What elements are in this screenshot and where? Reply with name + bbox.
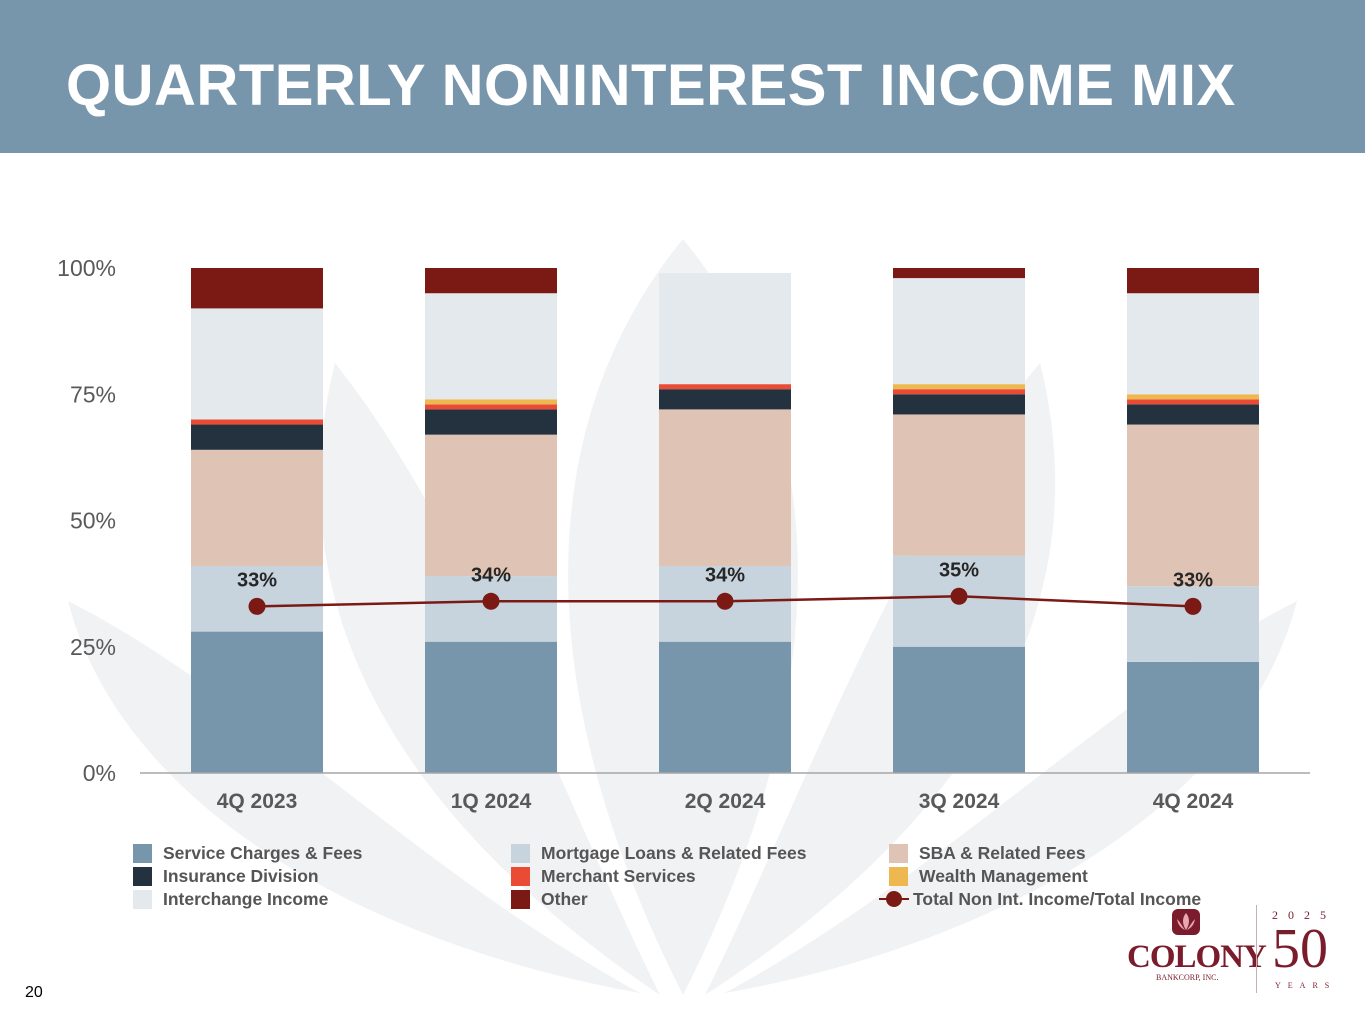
- ratio-point: [716, 592, 734, 610]
- bar-segment: [1127, 586, 1259, 662]
- slide-title: QUARTERLY NONINTEREST INCOME MIX: [66, 53, 1236, 118]
- bar-segment: [893, 278, 1025, 385]
- legend-item-sba-fees: SBA & Related Fees: [889, 843, 1086, 863]
- page-number: 20: [25, 984, 43, 1001]
- legend-swatch: [511, 889, 530, 909]
- legend-label: Service Charges & Fees: [163, 842, 363, 863]
- x-axis: 4Q 2023 1Q 2024 2Q 2024 3Q 2024 4Q 2024: [217, 790, 1234, 813]
- legend-item-total-nonint-ratio: Total Non Int. Income/Total Income: [879, 888, 1202, 909]
- logo-subtitle: BANKCORP, INC.: [1156, 973, 1219, 982]
- legend-label: Mortgage Loans & Related Fees: [541, 842, 807, 863]
- bar-segment: [191, 419, 323, 425]
- bar-segment: [191, 449, 323, 566]
- bar-segment: [1127, 399, 1259, 405]
- logo-anniversary: 50: [1272, 918, 1328, 980]
- y-axis: 0% 25% 50% 75% 100%: [57, 255, 116, 786]
- bar-segment: [893, 389, 1025, 395]
- bar-segment: [425, 434, 557, 577]
- ratio-point: [950, 587, 968, 605]
- legend-label: Merchant Services: [541, 865, 696, 886]
- legend-swatch: [889, 843, 908, 863]
- legend-item-service-charges: Service Charges & Fees: [133, 843, 362, 863]
- legend-item-insurance-division: Insurance Division: [133, 866, 319, 886]
- logo-years-label: YEARS: [1275, 981, 1337, 990]
- bar-segment: [425, 409, 557, 435]
- x-tick-label: 4Q 2024: [1153, 790, 1234, 813]
- bar-segment: [893, 646, 1025, 773]
- bar-segment: [1127, 293, 1259, 395]
- legend-label: SBA & Related Fees: [919, 842, 1086, 863]
- bar-segment: [1127, 268, 1259, 294]
- ratio-data-label: 34%: [471, 564, 511, 586]
- stacked-bar-chart: 0% 25% 50% 75% 100% 4Q 2023 1Q 2024 2Q 2024 3Q …: [57, 255, 1310, 813]
- bar-segment: [191, 424, 323, 450]
- chart-bars: [191, 268, 1259, 773]
- legend-label: Insurance Division: [163, 865, 319, 886]
- legend-item-other: Other: [511, 889, 588, 909]
- x-tick-label: 4Q 2023: [217, 790, 298, 813]
- bar-segment: [1127, 661, 1259, 773]
- y-tick-label: 100%: [57, 255, 116, 281]
- bar-segment: [1127, 394, 1259, 400]
- legend-swatch: [133, 843, 152, 863]
- ratio-data-label: 33%: [1173, 569, 1213, 591]
- legend-label: Other: [541, 888, 588, 909]
- x-tick-label: 2Q 2024: [685, 790, 766, 813]
- y-tick-label: 50%: [70, 508, 116, 534]
- bar-segment: [659, 389, 791, 410]
- bar-segment: [659, 641, 791, 773]
- bar-segment: [893, 414, 1025, 556]
- legend-label: Total Non Int. Income/Total Income: [913, 888, 1202, 909]
- bar-segment: [659, 273, 791, 385]
- ratio-data-label: 34%: [705, 564, 745, 586]
- y-tick-label: 75%: [70, 381, 116, 407]
- ratio-point: [1184, 597, 1202, 615]
- legend-swatch: [133, 866, 152, 886]
- legend-swatch: [511, 866, 530, 886]
- ratio-point: [248, 597, 266, 615]
- ratio-data-label: 33%: [237, 569, 277, 591]
- legend-swatch: [133, 889, 152, 909]
- legend-item-wealth-management: Wealth Management: [889, 866, 1088, 886]
- bar-segment: [425, 293, 557, 400]
- legend-swatch: [889, 866, 908, 886]
- legend-line-marker-icon: [879, 890, 909, 909]
- ratio-point: [482, 592, 500, 610]
- bar-segment: [425, 399, 557, 405]
- chart-legend: Service Charges & Fees Mortgage Loans & …: [133, 843, 1253, 913]
- bar-segment: [1127, 404, 1259, 425]
- legend-item-mortgage-loans: Mortgage Loans & Related Fees: [511, 843, 806, 863]
- y-tick-label: 0%: [83, 760, 116, 786]
- logo-year: 2025: [1272, 908, 1336, 922]
- bar-segment: [659, 409, 791, 566]
- title-banner: QUARTERLY NONINTEREST INCOME MIX: [0, 0, 1365, 153]
- bar-segment: [893, 394, 1025, 415]
- colony-logo: COLONY BANKCORP, INC. 2025 50 YEARS: [1122, 903, 1347, 998]
- lotus-emblem-icon: [1172, 909, 1200, 935]
- legend-label: Interchange Income: [163, 888, 329, 909]
- legend-label: Wealth Management: [919, 865, 1088, 886]
- legend-item-interchange-income: Interchange Income: [133, 889, 328, 909]
- logo-name: COLONY: [1127, 939, 1267, 975]
- y-tick-label: 25%: [70, 634, 116, 660]
- bar-segment: [425, 404, 557, 410]
- bar-segment: [1127, 424, 1259, 587]
- x-tick-label: 1Q 2024: [451, 790, 532, 813]
- bar-segment: [191, 268, 323, 309]
- bar-segment: [893, 268, 1025, 279]
- bar-segment: [425, 268, 557, 294]
- logo-divider: [1256, 905, 1257, 993]
- legend-item-merchant-services: Merchant Services: [511, 866, 696, 886]
- ratio-data-label: 35%: [939, 559, 979, 581]
- bar-segment: [191, 631, 323, 773]
- bar-segment: [425, 641, 557, 773]
- legend-swatch: [511, 843, 530, 863]
- bar-segment: [659, 384, 791, 390]
- ratio-line-series: 33% 34% 34% 35% 33%: [237, 559, 1213, 615]
- bar-segment: [893, 384, 1025, 390]
- x-tick-label: 3Q 2024: [919, 790, 1000, 813]
- bar-segment: [191, 308, 323, 420]
